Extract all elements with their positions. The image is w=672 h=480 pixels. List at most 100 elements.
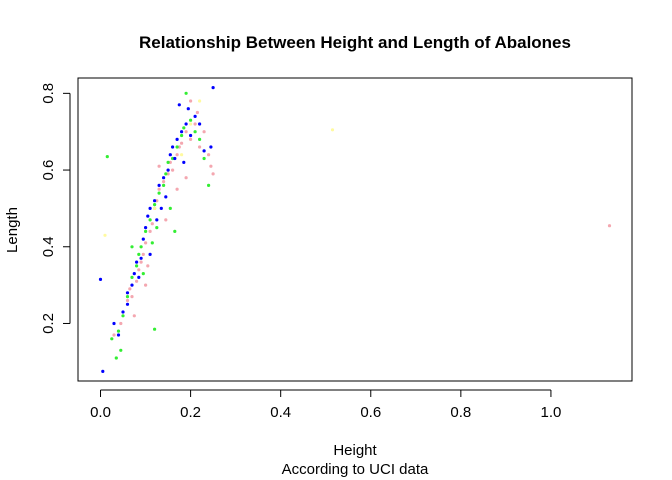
point-green-2: [116, 329, 121, 333]
point-green-32: [141, 272, 145, 276]
point-blue-16: [162, 176, 166, 180]
point-blue-30: [177, 103, 181, 107]
point-blue-37: [155, 218, 159, 222]
point-blue-15: [157, 183, 161, 187]
point-pink-12: [155, 199, 159, 203]
point-pink-16: [168, 160, 172, 164]
point-green-11: [153, 203, 157, 207]
x-tick-label-2: 0.4: [270, 404, 291, 421]
point-pink-1: [119, 321, 123, 326]
point-green-22: [189, 118, 193, 122]
point-green-4: [125, 295, 130, 299]
point-blue-36: [148, 252, 152, 256]
point-green-14: [162, 183, 166, 187]
point-pink-7: [139, 260, 143, 264]
y-tick-label-2: 0.6: [40, 160, 57, 181]
point-blue-14: [153, 199, 157, 203]
point-pink-5: [135, 279, 139, 283]
y-tick-label-0: 0.2: [40, 313, 57, 334]
point-pink-0: [112, 333, 116, 337]
point-pink-8: [144, 241, 148, 245]
point-green-21: [184, 91, 188, 95]
point-pink-32: [164, 218, 168, 222]
point-pink-26: [207, 153, 211, 157]
point-pink-25: [202, 130, 206, 134]
x-axis: 0.0 0.2 0.4 0.6 0.8 1.0: [90, 389, 561, 421]
point-blue-10: [141, 237, 145, 241]
point-yellow-0: [330, 128, 335, 132]
point-yellow-3: [153, 206, 157, 210]
point-green-19: [180, 133, 184, 138]
point-blue-26: [198, 122, 202, 126]
point-green-28: [119, 348, 123, 352]
point-blue-35: [125, 302, 130, 306]
x-axis-label: Height: [333, 442, 377, 459]
point-blue-22: [180, 130, 184, 134]
x-tick-label-4: 0.8: [450, 404, 471, 421]
point-pink-24: [198, 145, 202, 149]
point-pink-29: [189, 99, 193, 103]
point-blue-21: [175, 137, 179, 141]
point-yellow-5: [189, 122, 193, 126]
point-pink-27: [211, 172, 215, 176]
x-tick-label-1: 0.2: [180, 404, 201, 421]
x-tick-label-5: 1.0: [540, 404, 561, 421]
point-pink-28: [209, 164, 213, 168]
y-axis-label: Length: [4, 207, 21, 253]
point-blue-6: [130, 283, 134, 287]
point-green-3: [121, 314, 125, 318]
point-green-1: [110, 337, 114, 341]
x-tick-label-0: 0.0: [90, 404, 111, 421]
point-green-18: [175, 145, 179, 149]
y-tick-label-3: 0.8: [40, 83, 57, 104]
point-blue-32: [159, 206, 163, 210]
point-green-13: [157, 191, 161, 195]
x-tick-label-3: 0.6: [360, 404, 381, 421]
point-pink-6: [137, 268, 141, 272]
point-green-8: [139, 245, 143, 249]
point-green-25: [202, 156, 206, 161]
point-blue-38: [182, 160, 186, 164]
point-pink-19: [177, 145, 181, 149]
point-pink-10: [150, 222, 154, 226]
point-pink-3: [128, 287, 132, 291]
y-axis: 0.2 0.4 0.6 0.8: [40, 83, 71, 334]
point-blue-7: [132, 272, 136, 276]
point-green-26: [207, 183, 211, 187]
point-pink-2: [125, 298, 130, 303]
point-blue-18: [168, 153, 172, 157]
point-pink-31: [157, 164, 161, 168]
point-blue-24: [189, 133, 193, 138]
point-pink-37: [184, 176, 188, 180]
point-blue-17: [166, 168, 170, 172]
point-blue-11: [144, 226, 148, 230]
point-blue-13: [148, 206, 152, 210]
point-pink-39: [146, 264, 150, 268]
point-green-24: [198, 137, 202, 141]
point-blue-12: [146, 214, 150, 218]
point-blue-4: [121, 310, 125, 314]
point-pink-17: [171, 168, 175, 172]
point-green-5: [130, 275, 134, 279]
point-blue-25: [193, 114, 197, 118]
point-blue-19: [171, 145, 175, 149]
point-blue-3: [116, 333, 121, 337]
chart-title: Relationship Between Height and Length o…: [139, 33, 571, 52]
point-green-16: [166, 160, 170, 164]
point-green-29: [114, 356, 118, 360]
point-blue-34: [137, 275, 141, 279]
point-pink-15: [166, 172, 170, 176]
point-blue-29: [202, 149, 206, 153]
point-green-6: [135, 264, 139, 268]
point-pink-35: [607, 224, 612, 228]
point-green-31: [130, 245, 134, 249]
point-blue-20: [173, 156, 177, 161]
point-blue-31: [186, 107, 190, 111]
point-pink-9: [148, 229, 152, 233]
point-pink-14: [162, 180, 166, 184]
point-pink-4: [130, 295, 134, 299]
point-blue-8: [135, 260, 139, 264]
point-pink-38: [141, 252, 145, 256]
point-blue-0: [101, 369, 105, 373]
